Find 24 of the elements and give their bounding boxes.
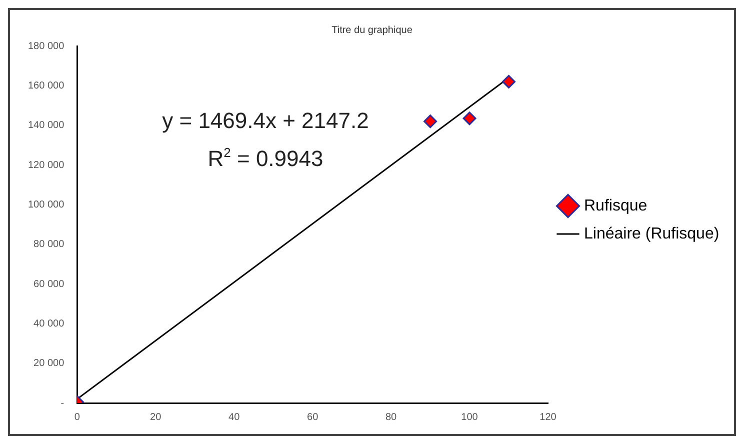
y-tick-label: 60 000 xyxy=(34,278,65,290)
x-tick-label: 100 xyxy=(461,412,478,423)
x-tick-label: 0 xyxy=(74,412,80,423)
y-tick-label: 80 000 xyxy=(34,239,65,250)
x-tick-label: 60 xyxy=(307,412,319,423)
y-tick-label: 180 000 xyxy=(28,40,65,52)
annotation: y = 1469.4x + 2147.2 xyxy=(162,108,369,134)
point xyxy=(502,74,516,88)
legend-label: Linéaire (Rufisque) xyxy=(584,225,720,242)
y-tick-label: 20 000 xyxy=(34,358,65,370)
chart-title: Titre du graphique xyxy=(332,24,413,36)
x-tick-label: 40 xyxy=(228,412,240,423)
y-tick-label: 160 000 xyxy=(28,80,65,92)
point xyxy=(462,112,476,126)
x-tick-label: 120 xyxy=(540,412,557,423)
y-tick-label: 140 000 xyxy=(28,120,65,132)
y-tick-label: 100 000 xyxy=(28,199,65,210)
point xyxy=(424,114,438,128)
x-tick-label: 20 xyxy=(150,412,162,423)
x-tick-label: 80 xyxy=(385,412,398,423)
y-tick-label: 40 000 xyxy=(34,318,65,330)
legend-label: Rufisque xyxy=(584,197,648,214)
y-tick-label: 120 000 xyxy=(28,160,65,171)
y-tick-label: - xyxy=(60,398,64,409)
